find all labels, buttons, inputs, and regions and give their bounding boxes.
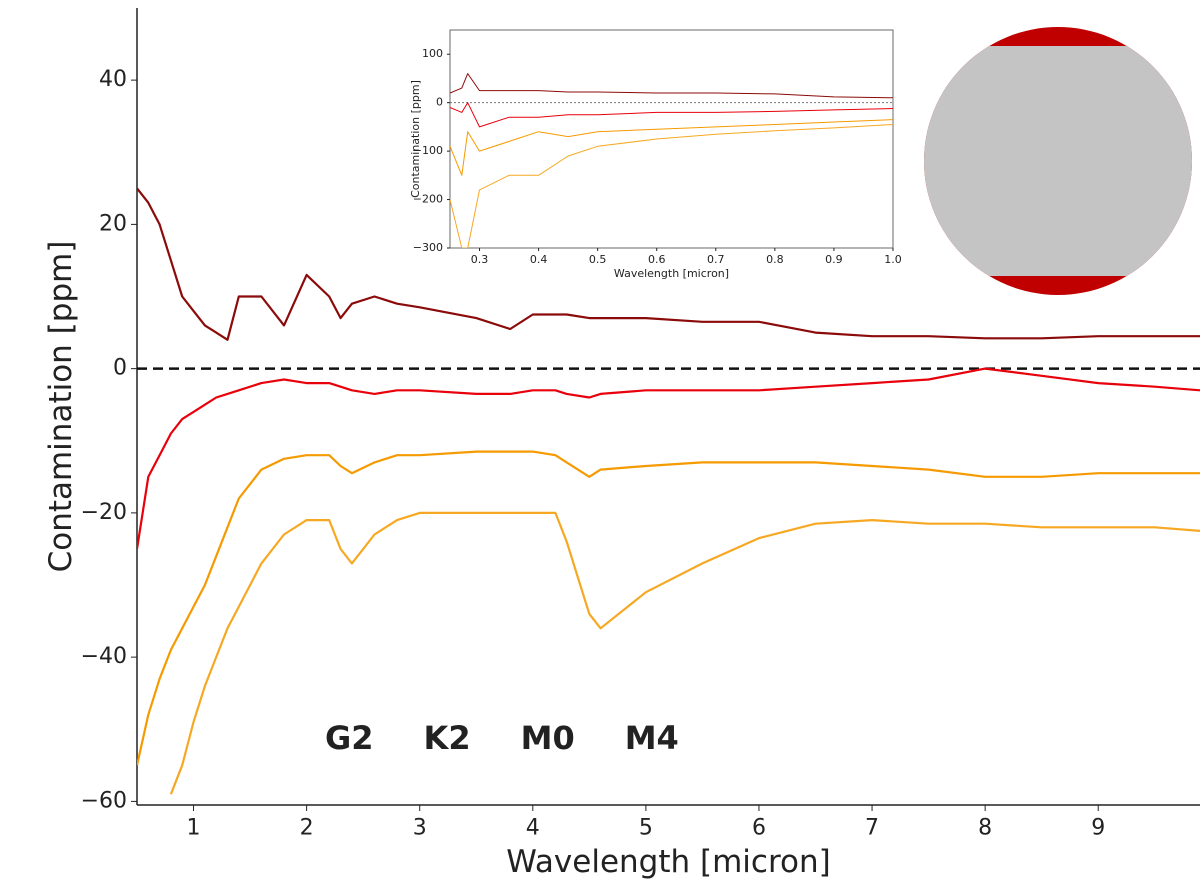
series-line [450,102,893,128]
legend-label: G2 [325,719,374,757]
star-surface [924,46,1192,276]
series-line [137,187,1200,341]
y-tick-label: −100 [413,144,443,157]
y-axis-label: Contamination [ppm] [409,80,422,198]
y-tick-label: −200 [413,193,443,206]
x-tick-label: 2 [300,816,314,841]
x-tick-label: 3 [413,816,427,841]
x-tick-label: 0.9 [825,253,843,266]
x-tick-label: 1.0 [884,253,902,266]
series-line [450,73,893,99]
y-tick-label: 20 [99,211,127,236]
legend-label: M4 [625,719,679,757]
plot-area [449,29,894,249]
x-tick-label: 8 [978,816,992,841]
y-tick-label: −40 [81,644,127,669]
x-tick-label: 1 [187,816,201,841]
x-tick-label: 0.7 [707,253,725,266]
y-tick-label: 0 [436,96,443,109]
series-line [137,367,1200,550]
x-tick-label: 0.8 [766,253,784,266]
x-tick-label: 0.5 [589,253,607,266]
x-tick-label: 0.3 [471,253,489,266]
x-tick-label: 0.6 [648,253,666,266]
x-tick-label: 0.4 [530,253,548,266]
y-tick-label: −60 [81,788,127,813]
x-axis-label: Wavelength [micron] [614,267,729,280]
series-line [450,124,893,248]
legend-label: K2 [424,719,471,757]
star-illustration [924,27,1192,295]
x-tick-label: 6 [752,816,766,841]
y-tick-label: 0 [113,356,127,381]
series-line [450,119,893,176]
x-tick-label: 9 [1091,816,1105,841]
x-tick-label: 5 [639,816,653,841]
series-line [169,511,1200,795]
legend-label: M0 [521,719,575,757]
y-tick-label: 100 [422,47,443,60]
y-axis-label: Contamination [ppm] [43,241,79,573]
x-tick-label: 4 [526,816,540,841]
series-line [137,450,1200,766]
y-tick-label: −20 [81,500,127,525]
y-tick-label: −300 [413,241,443,254]
x-tick-label: 7 [865,816,879,841]
y-tick-label: 40 [99,67,127,92]
x-axis-label: Wavelength [micron] [506,844,830,880]
